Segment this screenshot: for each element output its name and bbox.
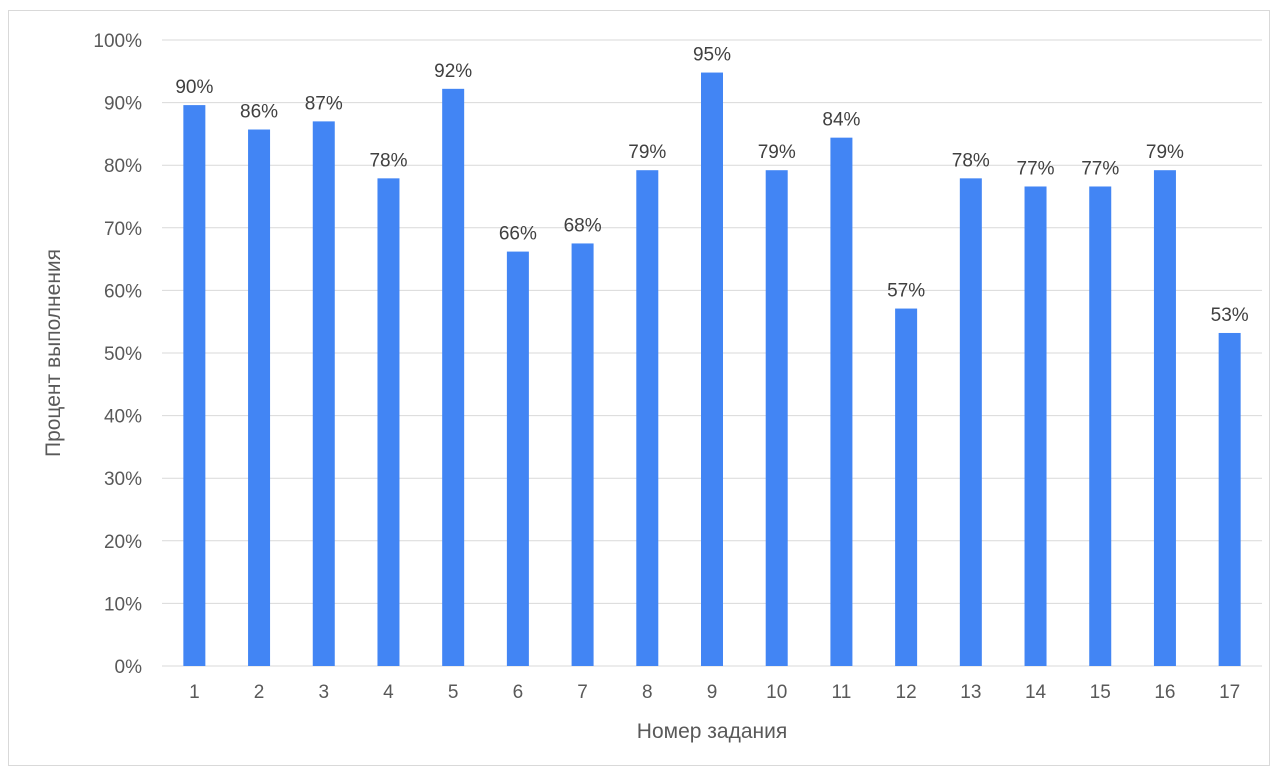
data-labels: 90% 86% 87% 78% 92% 66% 68% 79% 95% 79% 84% 57% 78% 7… [175,45,1248,326]
bar [312,121,335,666]
x-tick-label: 12 [896,682,917,703]
x-tick-label: 11 [832,682,852,703]
x-tick-label: 13 [960,682,981,703]
x-tick-label: 10 [766,682,787,703]
bar [830,137,853,666]
x-tick-label: 7 [577,682,588,703]
y-tick-label: 20% [104,532,142,553]
bar [442,88,465,666]
data-label: 79% [1146,142,1184,163]
x-tick-label: 2 [254,682,265,703]
x-tick-label: 8 [642,682,653,703]
bar [1218,332,1241,666]
bar [765,170,788,666]
y-tick-label: 100% [93,31,142,52]
y-tick-label: 50% [104,344,142,365]
data-label: 53% [1211,305,1249,326]
x-tick-label: 5 [448,682,459,703]
y-axis-ticks: 0% 10% 20% 30% 40% 50% 60% 70% 80% 90% 100% [93,31,142,678]
y-tick-label: 40% [104,407,142,428]
data-label: 79% [758,142,796,163]
x-axis-ticks: 1 2 3 4 5 6 7 8 9 10 11 12 13 14 15 16 17 [189,682,1240,703]
y-axis-title: Процент выполнения [42,249,65,457]
x-tick-label: 3 [318,682,329,703]
y-tick-label: 0% [115,657,143,678]
bar [895,308,918,666]
y-tick-label: 60% [104,281,142,302]
data-label: 77% [1081,158,1119,179]
bar [571,243,594,666]
data-label: 77% [1017,158,1055,179]
data-label: 87% [305,93,343,114]
bar [183,105,206,666]
data-label: 78% [369,150,407,171]
x-tick-label: 14 [1025,682,1047,703]
x-tick-label: 9 [707,682,718,703]
bar [1024,186,1047,666]
bar [1089,186,1112,666]
data-label: 92% [434,61,472,82]
y-tick-label: 10% [104,594,142,615]
bars [183,72,1241,666]
bar [636,170,659,666]
bar [959,178,982,666]
x-tick-label: 6 [513,682,524,703]
data-label: 57% [887,281,925,302]
y-tick-label: 90% [104,94,142,115]
data-label: 79% [628,142,666,163]
bar [248,129,271,666]
y-tick-label: 70% [104,219,142,240]
data-label: 95% [693,45,731,66]
x-axis-title: Номер задания [637,720,787,743]
bar [506,251,529,666]
x-tick-label: 15 [1090,682,1111,703]
data-label: 90% [175,77,213,98]
bar [377,178,400,666]
data-label: 66% [499,224,537,245]
y-tick-label: 30% [104,469,142,490]
data-label: 78% [952,150,990,171]
x-tick-label: 1 [189,682,200,703]
y-tick-label: 80% [104,156,142,177]
bar [1153,170,1176,666]
x-tick-label: 17 [1219,682,1240,703]
data-label: 86% [240,102,278,123]
bar [701,72,723,666]
x-tick-label: 16 [1154,682,1175,703]
data-label: 84% [822,110,860,131]
data-label: 68% [564,215,602,236]
x-tick-label: 4 [383,682,394,703]
